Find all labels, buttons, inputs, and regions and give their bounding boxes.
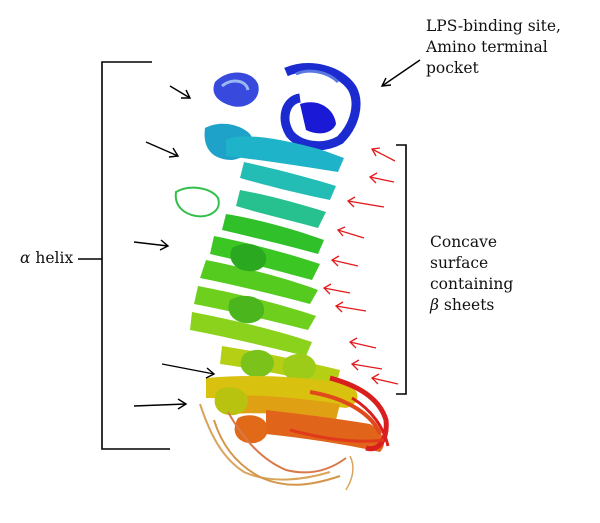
beta-symbol: β <box>430 296 439 314</box>
concave-line-3: containing <box>430 275 514 293</box>
lps-binding-label: LPS-binding site, Amino terminal pocket <box>426 16 561 79</box>
red-arrow-8 <box>348 337 377 349</box>
red-arrow-10 <box>370 373 399 385</box>
beta-sheet-bracket <box>396 144 407 395</box>
concave-line-4: β sheets <box>430 295 513 316</box>
red-arrow-1 <box>370 147 396 162</box>
alpha-helix-bracket <box>78 61 170 450</box>
red-arrow-5 <box>330 255 359 267</box>
alpha-helix-word: helix <box>35 249 74 267</box>
red-arrow-4 <box>336 226 365 239</box>
beta-sheets-word: sheets <box>443 296 495 314</box>
black-arrow-1 <box>169 85 192 99</box>
black-arrow-2 <box>145 141 180 158</box>
black-arrow-lps <box>380 59 421 87</box>
alpha-helix-arrows <box>133 59 421 410</box>
protein-ribbon-model <box>174 63 390 491</box>
red-arrow-9 <box>350 359 383 371</box>
red-arrow-6 <box>322 283 351 295</box>
alpha-helix-label: α helix <box>20 248 73 269</box>
red-arrow-3 <box>346 196 385 208</box>
concave-line-1: Concave <box>430 233 498 251</box>
beta-sheet-arrows <box>322 147 399 385</box>
black-arrow-5 <box>133 398 188 410</box>
black-arrow-4 <box>161 363 216 379</box>
red-arrow-7 <box>334 301 367 313</box>
lps-binding-line-1: LPS-binding site, <box>426 17 561 35</box>
concave-line-2: surface <box>430 254 489 272</box>
black-arrow-3 <box>133 239 170 251</box>
red-arrow-2 <box>368 172 395 184</box>
alpha-symbol: α <box>20 249 31 267</box>
lps-binding-line-3: pocket <box>426 59 479 77</box>
concave-surface-label: Concave surface containing β sheets <box>430 232 513 316</box>
lps-binding-line-2: Amino terminal <box>426 38 548 56</box>
